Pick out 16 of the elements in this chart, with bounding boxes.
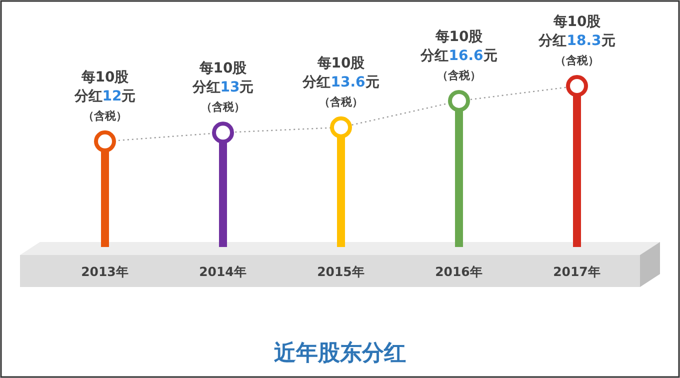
x-tick-label: 2013年	[81, 264, 129, 279]
point	[94, 130, 116, 152]
x-tick-label: 2014年	[199, 264, 247, 279]
data-label: 每10股分红12元（含税）	[73, 69, 136, 122]
data-label: 每10股分红13.6元（含税）	[302, 55, 380, 108]
point	[330, 116, 352, 138]
point	[566, 75, 588, 97]
text: 近年股东分红	[273, 340, 406, 366]
data-label: 每10股分红18.3元（含税）	[538, 14, 616, 67]
data-label: 每10股分红13元（含税）	[191, 60, 254, 114]
point	[448, 90, 470, 112]
x-tick-label: 2016年	[435, 264, 483, 279]
point	[212, 122, 234, 144]
data-label: 每10股分红16.6元（含税）	[420, 28, 498, 82]
x-tick-label: 2015年	[317, 264, 365, 279]
x-tick-label: 2017年	[553, 264, 601, 279]
